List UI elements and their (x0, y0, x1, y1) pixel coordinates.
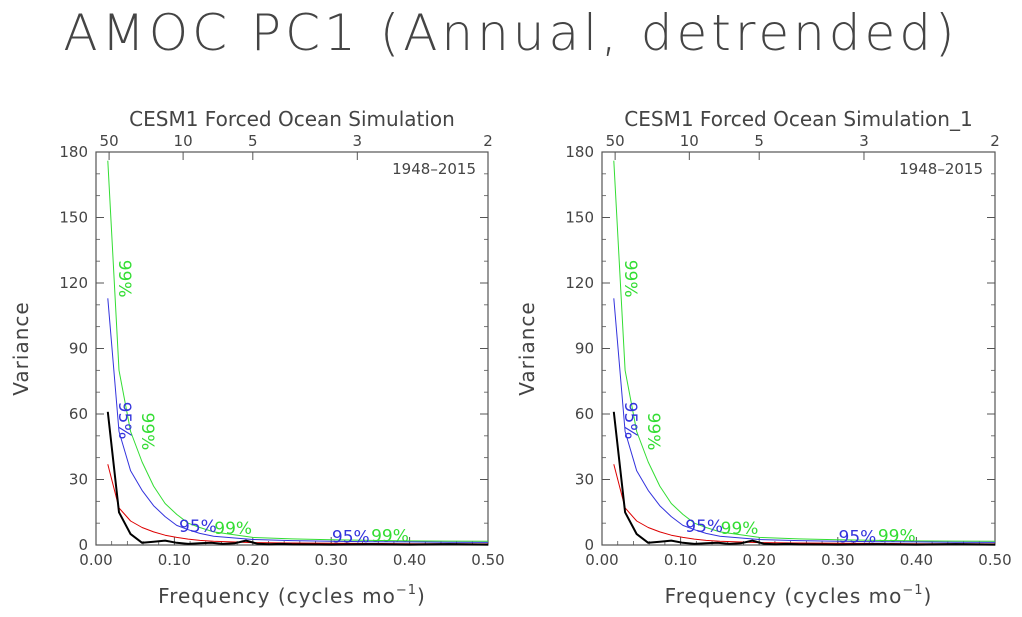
x-tick-label: 0.40 (900, 551, 933, 569)
period-annotation: 1948–2015 (392, 160, 476, 178)
series-label: 95% (179, 517, 217, 537)
y-tick-label: 0 (78, 536, 88, 554)
y-tick-label: 180 (59, 143, 88, 161)
x-axis-title-sup: −1 (396, 583, 417, 598)
y-tick-label: 150 (565, 209, 594, 227)
series-label: 99% (214, 519, 252, 539)
series-label: 95% (839, 528, 877, 548)
plot-frame (601, 151, 996, 546)
top-tick-label: 3 (353, 132, 363, 150)
page-title: AMOC PC1 (Annual, detrended) (63, 4, 959, 62)
y-tick-label: 120 (59, 274, 88, 292)
series-line-variance (106, 411, 489, 546)
y-tick-label: 180 (565, 143, 594, 161)
series-label: 99% (643, 413, 663, 451)
x-axis-title-text: Frequency (cycles mo (665, 584, 903, 608)
top-tick-label: 10 (680, 132, 699, 150)
y-tick-label: 90 (69, 340, 88, 358)
x-tick-label: 0.00 (585, 551, 618, 569)
series-label: 95% (114, 402, 134, 440)
y-tick-label: 60 (575, 405, 594, 423)
x-axis-title-text: Frequency (cycles mo (158, 584, 396, 608)
top-tick-label: 5 (754, 132, 764, 150)
y-tick-label: 60 (69, 405, 88, 423)
top-tick-label: 50 (100, 132, 119, 150)
x-tick-label: 0.10 (158, 551, 191, 569)
x-axis-title-sup: −1 (902, 583, 923, 598)
series-line-99- (107, 160, 489, 542)
x-tick-label: 0.20 (742, 551, 775, 569)
x-axis-title-close: ) (417, 584, 426, 608)
plot-frame (95, 151, 489, 546)
subplot-title: CESM1 Forced Ocean Simulation_1 (624, 107, 972, 131)
series-line-red-noise (107, 464, 489, 545)
series-label: 99% (620, 260, 640, 298)
series-label: 95% (620, 402, 640, 440)
x-axis-title: Frequency (cycles mo−1) (158, 583, 426, 608)
x-tick-label: 0.20 (236, 551, 269, 569)
top-tick-label: 2 (483, 132, 493, 150)
series-line-red-noise (613, 464, 996, 545)
top-tick-label: 2 (990, 132, 1000, 150)
chart-panel-1: 0.00 0.10 0.20 0.30 0.40 0.50 0 30 60 90 120 150 180… (9, 107, 505, 608)
y-tick-label: 150 (59, 209, 88, 227)
series-label: 95% (332, 528, 370, 548)
y-axis-title: Variance (9, 301, 33, 395)
series-label: 99% (137, 413, 157, 451)
top-tick-label: 3 (859, 132, 869, 150)
period-annotation: 1948–2015 (899, 160, 983, 178)
x-tick-label: 0.30 (314, 551, 347, 569)
series-line-95- (613, 298, 996, 543)
y-tick-label: 120 (565, 274, 594, 292)
y-tick-label: 30 (69, 471, 88, 489)
series-line-99- (613, 160, 996, 542)
series-line-95- (107, 298, 489, 543)
x-tick-label: 0.40 (393, 551, 426, 569)
series-label: 95% (685, 517, 723, 537)
x-tick-label: 0.50 (978, 551, 1011, 569)
series-line-variance (612, 411, 996, 546)
x-tick-label: 0.50 (471, 551, 504, 569)
series-label: 99% (114, 260, 134, 298)
y-tick-label: 90 (575, 340, 594, 358)
x-tick-label: 0.10 (664, 551, 697, 569)
top-tick-label: 10 (174, 132, 193, 150)
y-axis-title: Variance (515, 301, 539, 395)
subplot-title: CESM1 Forced Ocean Simulation (129, 107, 455, 131)
x-axis-title: Frequency (cycles mo−1) (665, 583, 933, 608)
y-tick-label: 30 (575, 471, 594, 489)
top-tick-label: 50 (606, 132, 625, 150)
series-label: 99% (721, 519, 759, 539)
chart-panel-2: 0.00 0.10 0.20 0.30 0.40 0.50 0 30 60 90 120 150 180… (515, 107, 1012, 608)
x-tick-label: 0.00 (79, 551, 112, 569)
y-tick-label: 0 (584, 536, 594, 554)
x-axis-title-close: ) (924, 584, 933, 608)
x-tick-label: 0.30 (821, 551, 854, 569)
top-tick-label: 5 (248, 132, 258, 150)
